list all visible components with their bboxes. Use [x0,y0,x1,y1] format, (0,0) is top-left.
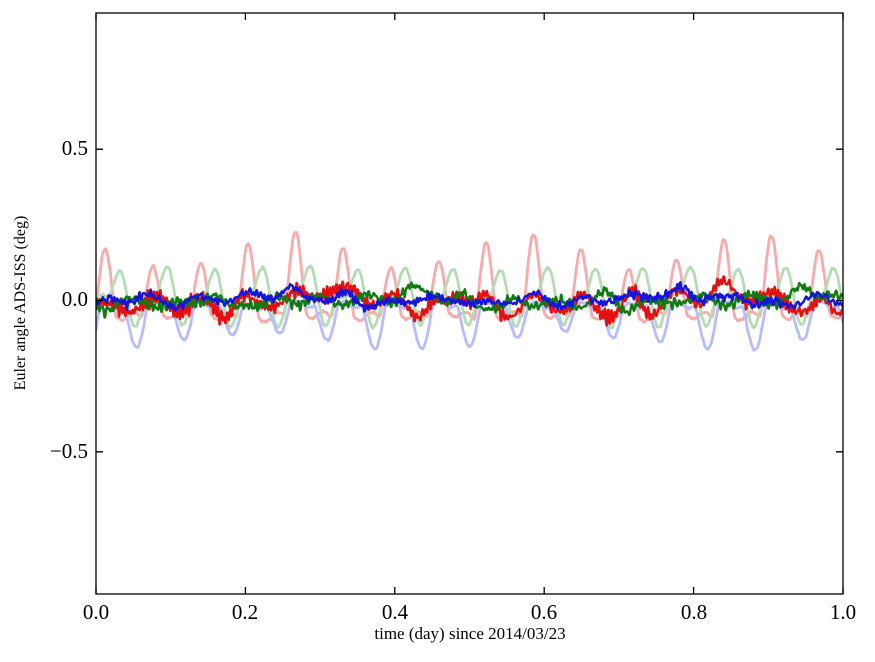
x-tick-label-2: 0.4 [381,600,409,624]
axes-frame [95,12,844,595]
series-line-euler-angle-3-envelope [96,298,843,352]
series-line-euler-angle-2 [96,281,843,319]
y-tick-label-2: −0.5 [49,439,88,464]
x-tick-label-3: 0.6 [530,600,558,624]
series-line-euler-angle-3 [96,281,843,313]
y-axis-label: Euler angle ADS-ISS (deg) [12,215,29,391]
x-axis-label: time (day) since 2014/03/23 [374,624,566,643]
axis-tick-marks [95,13,844,594]
y-tick-label-0: 0.5 [61,136,88,161]
x-tick-label-4: 0.8 [680,600,708,624]
x-tick-label-5: 1.0 [829,600,857,624]
x-tick-label-1: 0.2 [231,600,259,624]
plot-series-lines [96,230,843,352]
x-tick-label-0: 0.0 [82,600,110,624]
y-tick-label-1: 0.0 [61,287,88,312]
